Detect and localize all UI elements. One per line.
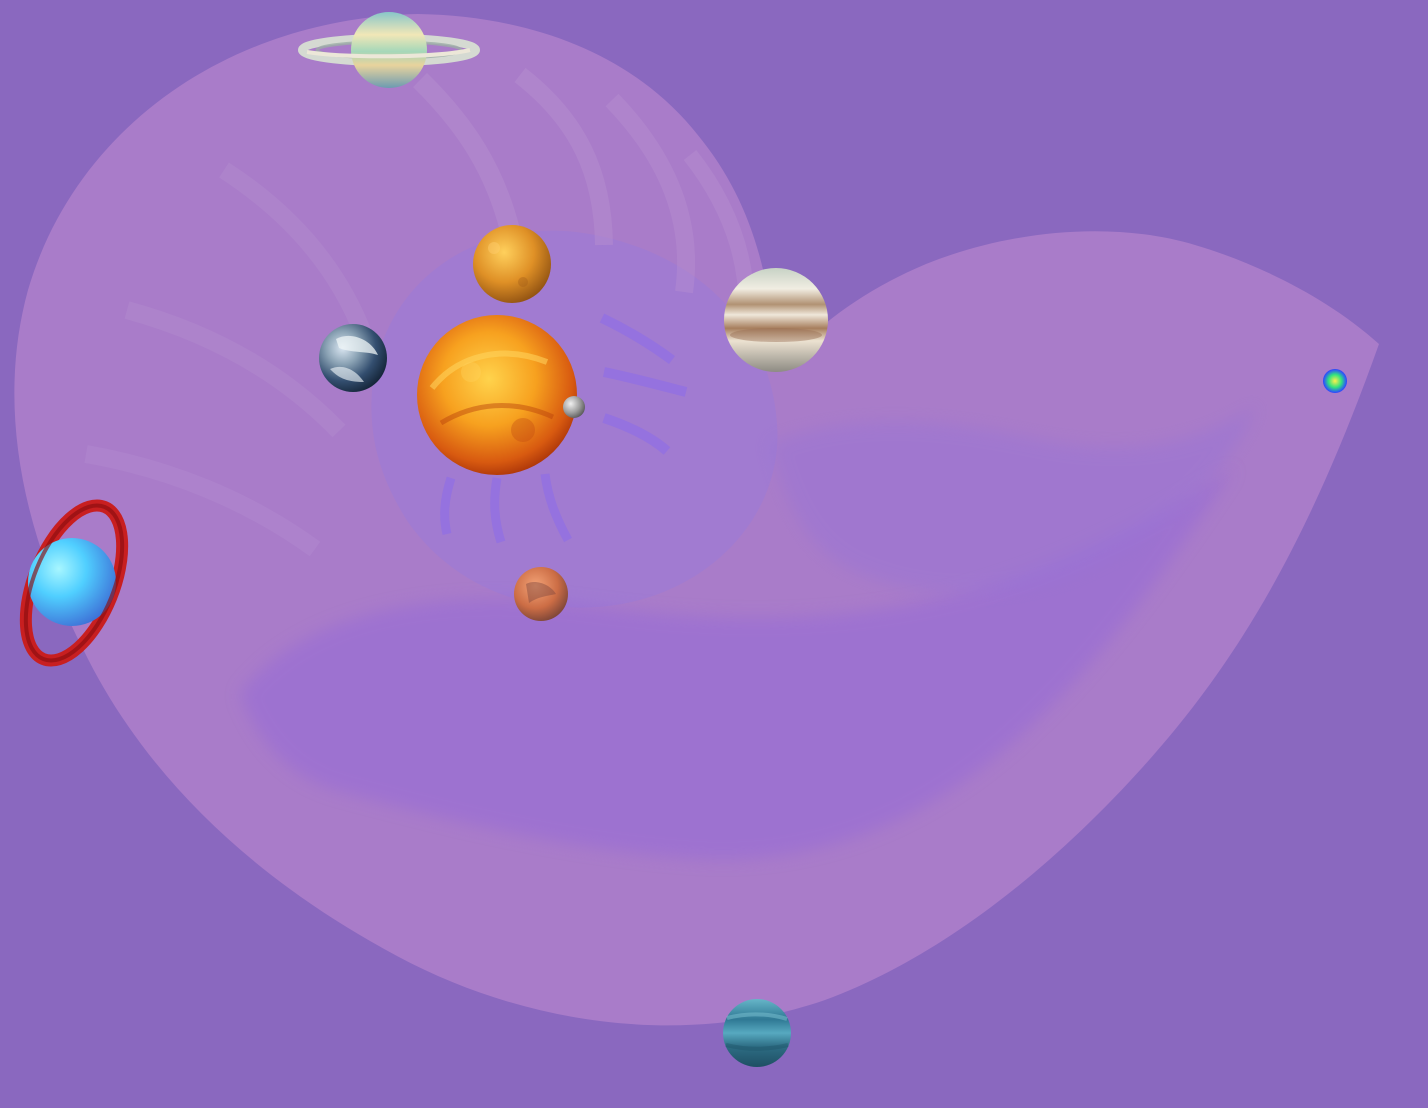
jupiter-icon (724, 268, 828, 372)
saturn-icon (298, 12, 480, 88)
venus-icon (473, 225, 551, 303)
shell-ridge-9 (602, 367, 688, 397)
earth-icon (319, 324, 387, 392)
shell-shadow-lower (240, 468, 1234, 860)
shell-ridge-3 (605, 93, 696, 294)
shell-ridge-2 (514, 67, 613, 246)
mercury-icon (563, 396, 585, 418)
shell-ridge-10 (602, 413, 671, 455)
shell-ridge-13 (540, 473, 572, 543)
shell-ridge-8 (599, 313, 675, 365)
shell-ridge-12 (490, 477, 506, 544)
shell-ridge-11 (440, 476, 456, 536)
sun-icon (417, 315, 577, 475)
mars-icon (514, 567, 568, 621)
shell-ridge-5 (219, 162, 373, 340)
shell-ridge-1 (413, 72, 520, 233)
uranus-icon (19, 499, 129, 667)
shell-ridge-7 (84, 445, 321, 557)
neptune-icon (723, 999, 791, 1067)
shell-ridge-6 (124, 301, 346, 438)
shell-shadow-mid (770, 405, 1257, 594)
pluto-icon (1323, 369, 1347, 393)
